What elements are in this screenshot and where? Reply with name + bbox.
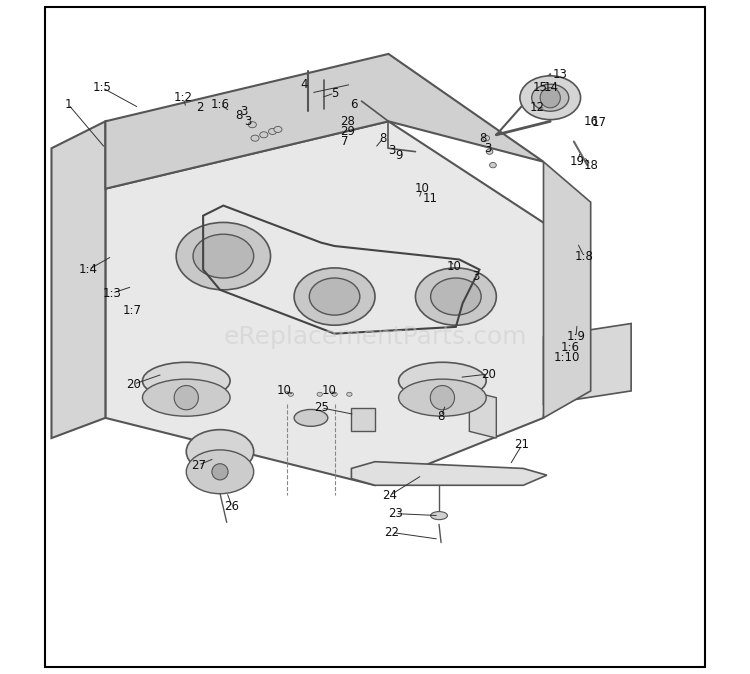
Circle shape (174, 386, 199, 410)
Ellipse shape (260, 131, 268, 137)
Text: 1:6: 1:6 (211, 98, 230, 111)
Text: 16: 16 (584, 115, 598, 128)
Text: 23: 23 (388, 507, 403, 520)
Text: 1:5: 1:5 (92, 81, 112, 94)
Text: 13: 13 (553, 67, 568, 81)
Ellipse shape (486, 149, 493, 154)
Text: 12: 12 (530, 101, 544, 115)
Polygon shape (544, 162, 591, 418)
Ellipse shape (483, 135, 490, 141)
Text: 17: 17 (591, 116, 606, 129)
Text: 1:8: 1:8 (574, 249, 593, 263)
Text: 24: 24 (382, 489, 398, 502)
Polygon shape (352, 408, 375, 431)
Ellipse shape (142, 362, 230, 399)
Text: 10: 10 (415, 182, 430, 195)
Ellipse shape (251, 135, 259, 141)
Ellipse shape (398, 379, 486, 417)
Circle shape (430, 386, 454, 410)
Ellipse shape (248, 121, 256, 128)
Text: 19: 19 (570, 155, 585, 168)
Ellipse shape (416, 268, 497, 325)
Text: 1:3: 1:3 (103, 286, 122, 300)
Polygon shape (544, 324, 631, 404)
Text: 8: 8 (479, 131, 487, 145)
Ellipse shape (294, 268, 375, 325)
Polygon shape (52, 121, 106, 438)
Ellipse shape (346, 392, 352, 396)
Text: 6: 6 (350, 98, 357, 111)
Text: 9: 9 (394, 148, 402, 162)
Text: 18: 18 (584, 158, 598, 172)
Polygon shape (352, 462, 547, 485)
Text: 28: 28 (340, 115, 356, 128)
Text: 20: 20 (126, 377, 141, 391)
Text: 2: 2 (196, 101, 203, 115)
Text: 1:7: 1:7 (123, 303, 142, 317)
Ellipse shape (142, 379, 230, 417)
Text: 1:10: 1:10 (554, 350, 580, 364)
Ellipse shape (288, 392, 293, 396)
Text: 21: 21 (514, 438, 529, 452)
Ellipse shape (309, 278, 360, 315)
Text: 1:6: 1:6 (561, 340, 580, 354)
Text: 3: 3 (244, 115, 252, 128)
Text: 25: 25 (314, 401, 328, 415)
Ellipse shape (176, 222, 271, 290)
Text: 11: 11 (423, 192, 438, 206)
Text: 10: 10 (447, 259, 462, 273)
Text: 20: 20 (481, 367, 496, 381)
Text: 22: 22 (384, 526, 399, 539)
Text: 5: 5 (331, 86, 338, 100)
Ellipse shape (398, 362, 486, 399)
Text: 27: 27 (191, 458, 206, 472)
Polygon shape (470, 391, 496, 438)
Text: 4: 4 (301, 78, 308, 91)
Text: 3: 3 (484, 142, 492, 155)
Text: 1: 1 (64, 98, 72, 111)
Ellipse shape (274, 127, 282, 132)
Circle shape (540, 88, 560, 108)
Text: 7: 7 (341, 135, 349, 148)
Ellipse shape (430, 512, 448, 520)
Text: 1:2: 1:2 (173, 91, 193, 104)
Text: 3: 3 (240, 104, 248, 118)
Text: 10: 10 (322, 384, 337, 398)
Ellipse shape (520, 76, 580, 120)
Text: 1:9: 1:9 (566, 330, 585, 344)
Text: 1:4: 1:4 (79, 263, 98, 276)
Text: 15: 15 (532, 81, 548, 94)
Text: 8: 8 (380, 131, 387, 145)
Text: 8: 8 (437, 410, 445, 423)
Text: eReplacementParts.com: eReplacementParts.com (224, 325, 526, 349)
Ellipse shape (317, 392, 322, 396)
Ellipse shape (490, 162, 496, 168)
Ellipse shape (294, 409, 328, 427)
Text: 26: 26 (224, 500, 239, 514)
Ellipse shape (186, 430, 254, 473)
Text: 29: 29 (340, 125, 356, 138)
Text: 3: 3 (388, 144, 395, 157)
Polygon shape (106, 54, 544, 189)
Ellipse shape (430, 278, 482, 315)
Text: 14: 14 (544, 81, 559, 94)
Ellipse shape (193, 235, 254, 278)
Ellipse shape (532, 84, 568, 111)
Text: 10: 10 (277, 384, 292, 398)
Text: 8: 8 (236, 109, 242, 123)
Ellipse shape (186, 450, 254, 493)
Polygon shape (106, 121, 564, 485)
Ellipse shape (268, 128, 277, 134)
Ellipse shape (332, 392, 338, 396)
Text: 3: 3 (472, 270, 480, 283)
Circle shape (212, 464, 228, 480)
